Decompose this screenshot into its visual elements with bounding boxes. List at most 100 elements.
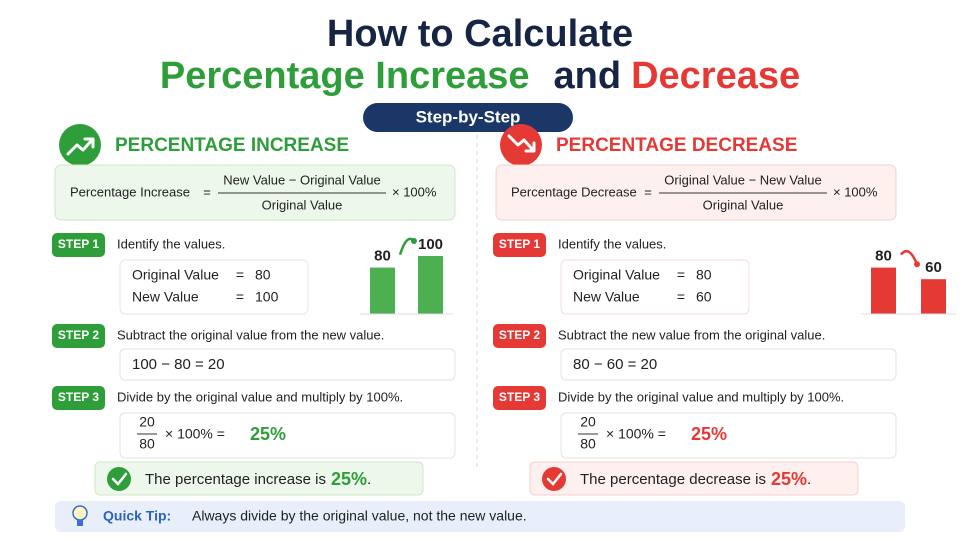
tip-icon-base xyxy=(77,520,83,526)
check-mark xyxy=(546,472,563,486)
tip-label: Quick Tip: xyxy=(103,508,171,524)
heading-icon xyxy=(500,124,542,166)
bar xyxy=(921,279,946,314)
step-badge xyxy=(52,324,105,348)
step-label: STEP 3 xyxy=(499,390,540,404)
conclusion: The percentage increase is 25%. xyxy=(145,469,371,489)
bar-arrow-head xyxy=(914,261,920,268)
conclusion: The percentage decrease is 25%. xyxy=(580,469,811,489)
calc-box xyxy=(560,348,897,381)
calc-box xyxy=(119,348,456,381)
panel: PERCENTAGE INCREASE Percentage Increase = N… xyxy=(52,124,456,496)
row-eq: = xyxy=(236,289,244,305)
heading-icon xyxy=(59,124,101,166)
step-text: Divide by the original value and multipl… xyxy=(117,389,403,404)
title-increase: Percentage Increase xyxy=(160,55,530,97)
calc: 80 − 60 = 20 xyxy=(573,356,657,373)
row-label: New Value xyxy=(132,289,199,305)
step-badge xyxy=(52,233,105,257)
formula-lhs: Percentage Decrease xyxy=(511,184,637,199)
step-label: STEP 1 xyxy=(58,237,99,251)
bar xyxy=(370,267,395,314)
step-badge xyxy=(493,233,546,257)
conclusion-box xyxy=(529,461,859,496)
badge: Step-by-Step xyxy=(416,107,521,126)
values-box xyxy=(119,259,309,315)
formula-lhs: Percentage Increase xyxy=(70,184,190,199)
result-box xyxy=(560,412,897,459)
bar-arrow-head xyxy=(411,238,417,244)
step-label: STEP 2 xyxy=(499,328,540,342)
row-eq: = xyxy=(677,267,685,283)
step-text: Subtract the new value from the original… xyxy=(558,327,825,342)
formula-times: × 100% xyxy=(833,184,878,199)
step-text: Identify the values. xyxy=(117,236,225,251)
result: 25% xyxy=(250,424,286,444)
formula-numerator: New Value − Original Value xyxy=(223,172,380,187)
calc: 100 − 80 = 20 xyxy=(132,356,225,373)
calc: × 100% = xyxy=(606,426,666,442)
conclusion-box xyxy=(94,461,424,496)
tip-bg xyxy=(55,501,905,532)
title-and: and xyxy=(554,55,622,97)
tip-icon xyxy=(72,505,88,521)
conclusion-result: 25% xyxy=(331,469,367,489)
row-label: Original Value xyxy=(573,267,660,283)
formula-eq: = xyxy=(644,184,652,199)
formula-times: × 100% xyxy=(392,184,437,199)
panel-heading: PERCENTAGE DECREASE xyxy=(556,135,797,156)
panel: PERCENTAGE DECREASE Percentage Decrease = O… xyxy=(493,124,956,496)
title-line2: Percentage Increase and Decrease xyxy=(160,55,800,97)
check-icon xyxy=(107,467,131,491)
row-value: 80 xyxy=(696,267,712,283)
bar-label: 80 xyxy=(374,248,391,265)
step-badge xyxy=(52,386,105,410)
bar-label: 80 xyxy=(875,248,892,265)
step-label: STEP 1 xyxy=(499,237,540,251)
bar-arrow xyxy=(900,250,919,265)
tip-text: Always divide by the original value, not… xyxy=(192,508,527,524)
conclusion-result: 25% xyxy=(771,469,807,489)
title-line1: How to Calculate xyxy=(327,13,633,55)
conclusion-text: The percentage decrease is xyxy=(580,471,766,488)
row-value: 80 xyxy=(255,267,271,283)
step-badge xyxy=(493,386,546,410)
values-box xyxy=(560,259,750,315)
result-box xyxy=(119,412,456,459)
bar xyxy=(418,256,443,314)
frac-den: 80 xyxy=(139,436,155,452)
row-eq: = xyxy=(236,267,244,283)
row-value: 60 xyxy=(696,289,712,305)
panel-heading: PERCENTAGE INCREASE xyxy=(115,135,349,156)
step-badge xyxy=(493,324,546,348)
step-text: Subtract the original value from the new… xyxy=(117,327,384,342)
formula-numerator: Original Value − New Value xyxy=(664,172,821,187)
heading-arrow xyxy=(66,137,95,156)
formula-eq: = xyxy=(203,184,211,199)
heading-arrow xyxy=(507,134,536,153)
conclusion-text: The percentage increase is xyxy=(145,471,326,488)
formula-denominator: Original Value xyxy=(262,197,343,212)
title-decrease: Decrease xyxy=(631,55,800,97)
bar-label: 100 xyxy=(418,236,443,253)
step-text: Divide by the original value and multipl… xyxy=(558,389,844,404)
row-value: 100 xyxy=(255,289,279,305)
calc: × 100% = xyxy=(165,426,225,442)
formula-denominator: Original Value xyxy=(703,197,784,212)
bar-label: 60 xyxy=(925,259,942,276)
step-label: STEP 3 xyxy=(58,390,99,404)
conclusion-end: . xyxy=(367,471,371,488)
result: 25% xyxy=(691,424,727,444)
frac-num: 20 xyxy=(580,414,596,430)
row-label: New Value xyxy=(573,289,640,305)
row-label: Original Value xyxy=(132,267,219,283)
frac-num: 20 xyxy=(139,414,155,430)
step-label: STEP 2 xyxy=(58,328,99,342)
step-text: Identify the values. xyxy=(558,236,666,251)
check-icon xyxy=(542,467,566,491)
bar xyxy=(871,267,896,314)
frac-den: 80 xyxy=(580,436,596,452)
conclusion-end: . xyxy=(807,471,811,488)
